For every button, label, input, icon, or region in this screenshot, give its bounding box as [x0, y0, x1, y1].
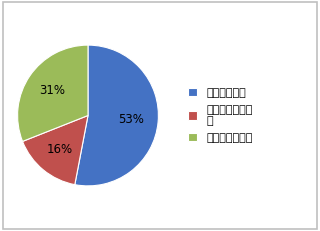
Wedge shape: [22, 116, 88, 185]
Wedge shape: [75, 45, 158, 186]
Text: 16%: 16%: [47, 143, 73, 156]
Text: 53%: 53%: [118, 113, 144, 126]
Legend: 出来て欲しい, 出来て欲しくな
い, どちらでもない: 出来て欲しい, 出来て欲しくな い, どちらでもない: [185, 85, 256, 146]
Text: 31%: 31%: [39, 85, 65, 97]
Wedge shape: [18, 45, 88, 141]
